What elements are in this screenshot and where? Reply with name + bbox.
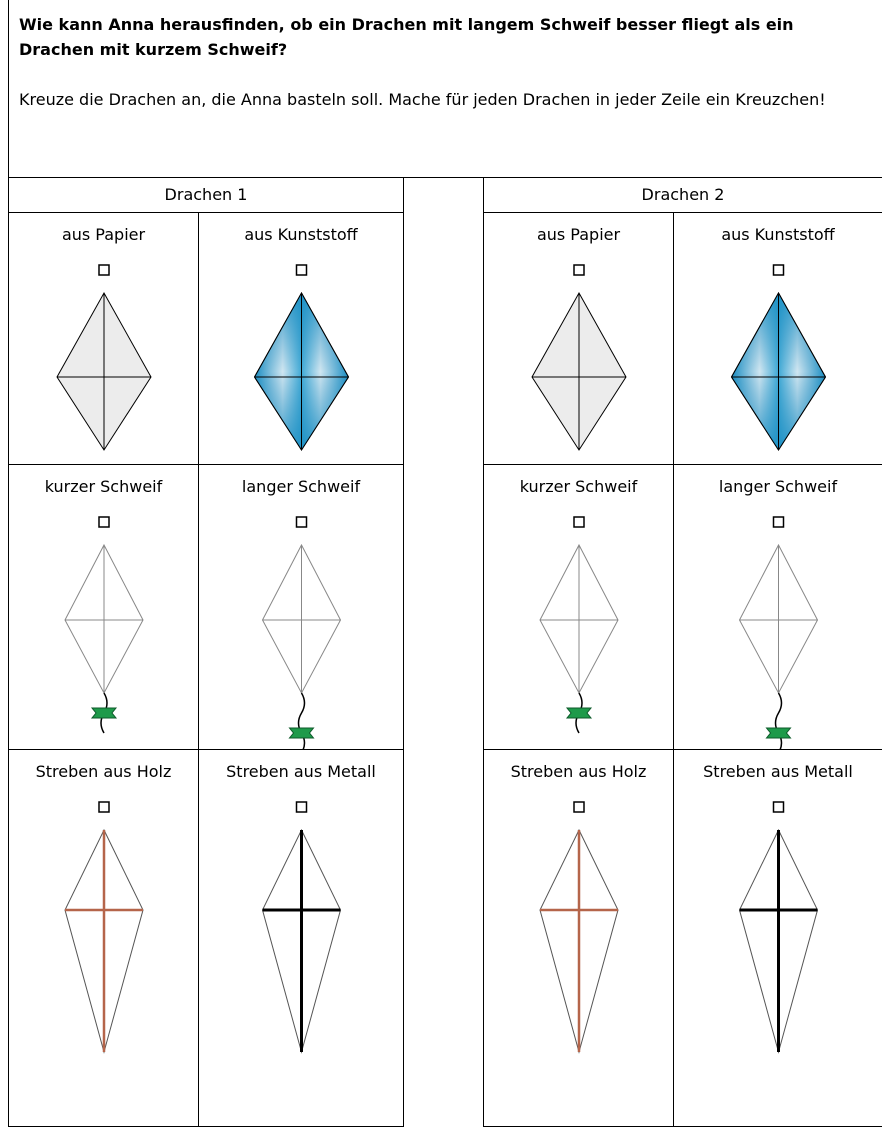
tail-bow — [765, 727, 792, 739]
option-label: aus Papier — [61, 225, 146, 244]
option-cell: Streben aus Holz — [8, 750, 198, 1127]
tail-bow — [288, 727, 315, 739]
checkbox — [98, 264, 110, 276]
kite-drawing — [253, 264, 350, 451]
checkbox — [772, 264, 785, 276]
kite-header: Drachen 2 — [483, 178, 882, 213]
checkbox — [98, 801, 110, 813]
kite-drawing — [531, 264, 627, 451]
kite-tail — [297, 692, 306, 750]
option-label: kurzer Schweif — [519, 477, 638, 496]
option-cell: aus Papier — [483, 213, 673, 465]
option-cell: langer Schweif — [198, 465, 404, 750]
option-label: aus Kunststoff — [721, 225, 835, 244]
option-label: Streben aus Holz — [35, 762, 172, 781]
option-label: Streben aus Holz — [510, 762, 647, 781]
checkbox — [295, 801, 308, 813]
option-label: aus Papier — [536, 225, 621, 244]
option-label: langer Schweif — [241, 477, 361, 496]
checkbox — [772, 516, 785, 528]
kite-drawing — [64, 516, 144, 734]
instruction: Kreuze die Drachen an, die Anna basteln … — [19, 90, 826, 109]
checkbox — [573, 264, 585, 276]
option-label: langer Schweif — [718, 477, 838, 496]
option-cell: langer Schweif — [673, 465, 882, 750]
option-cell: aus Kunststoff — [198, 213, 404, 465]
question: Wie kann Anna herausfinden, ob ein Drach… — [19, 15, 794, 59]
option-cell: Streben aus Holz — [483, 750, 673, 1127]
option-cell: kurzer Schweif — [8, 465, 198, 750]
kite-tail — [774, 692, 783, 750]
kite-drawing — [261, 516, 342, 750]
kite-drawing — [738, 801, 819, 1054]
kite-drawing — [56, 264, 152, 451]
kite-header: Drachen 1 — [8, 178, 404, 213]
kite-title: Drachen 2 — [641, 185, 725, 204]
kite-drawing — [738, 516, 819, 750]
kite-drawing — [64, 801, 144, 1054]
option-cell: kurzer Schweif — [483, 465, 673, 750]
option-label: Streben aus Metall — [226, 762, 376, 781]
checkbox — [295, 516, 308, 528]
checkbox — [98, 516, 110, 528]
checkbox — [573, 516, 585, 528]
kite-drawing — [261, 801, 342, 1054]
kite-drawing — [539, 801, 619, 1054]
tail-bow — [565, 707, 593, 719]
kite-title: Drachen 1 — [164, 185, 248, 204]
option-cell: aus Kunststoff — [673, 213, 882, 465]
checkbox — [772, 801, 785, 813]
option-cell: Streben aus Metall — [198, 750, 404, 1127]
checkbox — [573, 801, 585, 813]
option-label: aus Kunststoff — [244, 225, 358, 244]
option-cell: aus Papier — [8, 213, 198, 465]
option-cell: Streben aus Metall — [673, 750, 882, 1127]
kite-drawing — [730, 264, 827, 451]
task-box: Wie kann Anna herausfinden, ob ein Drach… — [8, 0, 882, 178]
checkbox — [295, 264, 308, 276]
option-label: Streben aus Metall — [703, 762, 853, 781]
kite-drawing — [539, 516, 619, 734]
tail-bow — [90, 707, 118, 719]
option-label: kurzer Schweif — [44, 477, 163, 496]
